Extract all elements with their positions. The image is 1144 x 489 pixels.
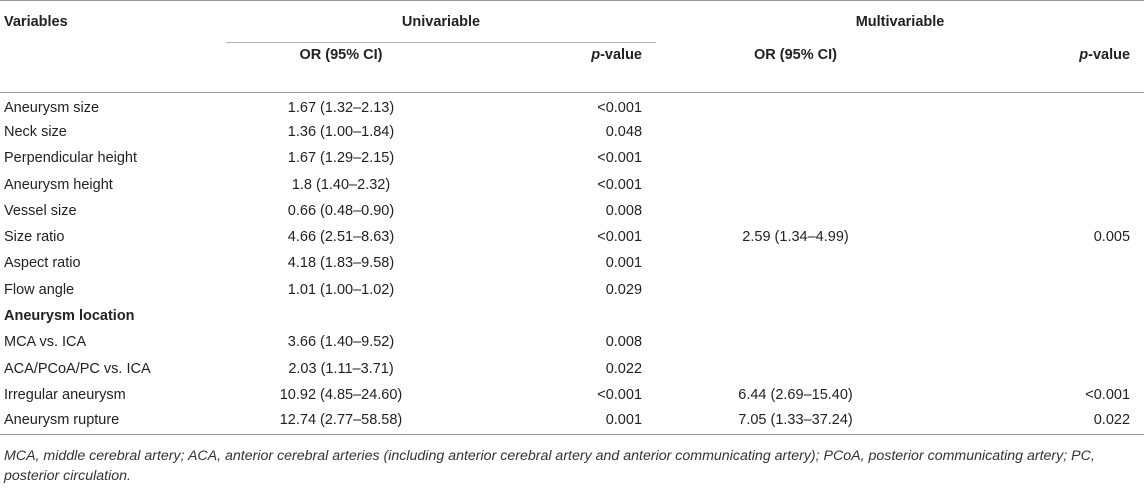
- table-footnote: MCA, middle cerebral artery; ACA, anteri…: [4, 448, 1095, 484]
- p-suffix: -value: [1088, 46, 1131, 63]
- cell-multi-p: 0.022: [935, 408, 1144, 435]
- cell-uni-p: <0.001: [597, 150, 643, 167]
- regression-table: Variables Univariable Multivariable OR (…: [0, 0, 1144, 435]
- cell-uni-or: 12.74 (2.77–58.58): [226, 408, 456, 435]
- cell-multi-or: [656, 145, 935, 171]
- table-row-group-heading: Aneurysm location: [0, 303, 1144, 329]
- table-row: Size ratio 4.66 (2.51–8.63) <0.001 2.59 …: [0, 224, 1144, 250]
- cell-uni-p: <0.001: [597, 229, 643, 246]
- cell-uni-p: <0.001: [597, 386, 643, 403]
- table-row: Flow angle 1.01 (1.00–1.02) 0.029: [0, 277, 1144, 303]
- cell-multi-p: [935, 250, 1144, 276]
- cell-uni-or: 4.66 (2.51–8.63): [287, 229, 395, 246]
- cell-variable: MCA vs. ICA: [4, 334, 87, 351]
- cell-uni-p: <0.001: [597, 176, 643, 193]
- cell-multi-or: 2.59 (1.34–4.99): [742, 229, 849, 246]
- cell-multi-or: [656, 277, 935, 303]
- header-multi-or: OR (95% CI): [656, 42, 936, 93]
- cell-multi-or: [656, 329, 935, 355]
- cell-multi-p: [935, 145, 1144, 171]
- cell-uni-p: 0.008: [605, 334, 643, 351]
- table-row: Aspect ratio 4.18 (1.83–9.58) 0.001: [0, 250, 1144, 276]
- cell-uni-p: 0.001: [605, 255, 643, 272]
- cell-uni-or: 1.01 (1.00–1.02): [287, 281, 395, 298]
- header-blank: [0, 42, 226, 93]
- header-univariable: Univariable: [226, 0, 657, 43]
- p-suffix: -value: [600, 47, 643, 63]
- cell-multi-p: [935, 198, 1144, 224]
- cell-multi-p: <0.001: [1085, 386, 1131, 403]
- table-row: Neck size 1.36 (1.00–1.84) 0.048: [0, 119, 1144, 145]
- cell-multi-or: [656, 119, 935, 145]
- cell-variable: ACA/PCoA/PC vs. ICA: [4, 360, 151, 377]
- cell-uni-or: 3.66 (1.40–9.52): [287, 334, 395, 351]
- cell-uni-or: [226, 303, 456, 329]
- cell-uni-or: 10.92 (4.85–24.60): [279, 386, 403, 403]
- cell-uni-p: 0.029: [605, 281, 643, 298]
- cell-uni-or: 2.03 (1.11–3.71): [288, 360, 394, 377]
- table-row: Irregular aneurysm 10.92 (4.85–24.60) <0…: [0, 382, 1144, 408]
- cell-variable: Vessel size: [4, 202, 77, 219]
- cell-uni-or: 1.8 (1.40–2.32): [291, 176, 391, 193]
- cell-uni-p: 0.048: [605, 123, 643, 140]
- table-row: ACA/PCoA/PC vs. ICA 2.03 (1.11–3.71) 0.0…: [0, 355, 1144, 381]
- cell-uni-or: 1.36 (1.00–1.84): [287, 123, 395, 140]
- cell-multi-or: 7.05 (1.33–37.24): [656, 408, 936, 435]
- cell-uni-p: 0.001: [456, 408, 657, 435]
- cell-uni-p: [456, 303, 656, 329]
- cell-variable: Perpendicular height: [4, 150, 138, 167]
- cell-multi-or: [656, 198, 935, 224]
- cell-variable: Size ratio: [4, 229, 65, 246]
- table-row: Vessel size 0.66 (0.48–0.90) 0.008: [0, 198, 1144, 224]
- cell-multi-p: [935, 329, 1144, 355]
- cell-multi-p: [935, 303, 1144, 329]
- cell-multi-p: [935, 171, 1144, 197]
- cell-variable: Irregular aneurysm: [4, 386, 126, 403]
- cell-uni-or: 1.67 (1.29–2.15): [287, 150, 395, 167]
- header-multivariable: Multivariable: [656, 0, 1144, 43]
- header-multi-p: p-value: [935, 42, 1144, 93]
- cell-uni-p: 0.008: [605, 202, 643, 219]
- cell-multi-p: [935, 277, 1144, 303]
- header-uni-p: p-value: [456, 42, 657, 93]
- p-italic: p: [591, 47, 601, 63]
- cell-uni-p: 0.022: [605, 360, 643, 377]
- cell-variable: Flow angle: [4, 281, 75, 298]
- table-row: MCA vs. ICA 3.66 (1.40–9.52) 0.008: [0, 329, 1144, 355]
- cell-uni-or: 1.67 (1.32–2.13): [287, 99, 395, 116]
- cell-multi-or: [656, 93, 935, 119]
- header-variables: Variables: [0, 0, 226, 43]
- header-row-columns: OR (95% CI) p-value OR (95% CI) p-value: [0, 42, 1144, 93]
- cell-multi-p: [935, 119, 1144, 145]
- cell-multi-or: [656, 250, 935, 276]
- cell-uni-or: 0.66 (0.48–0.90): [287, 202, 395, 219]
- cell-variable-group: Aneurysm location: [4, 308, 135, 325]
- table-row: Perpendicular height 1.67 (1.29–2.15) <0…: [0, 145, 1144, 171]
- cell-variable: Aneurysm rupture: [0, 408, 226, 435]
- cell-variable: Neck size: [4, 123, 67, 140]
- cell-multi-or: [656, 171, 935, 197]
- cell-variable: Aspect ratio: [4, 255, 81, 272]
- header-uni-or: OR (95% CI): [226, 42, 456, 93]
- cell-uni-or: 4.18 (1.83–9.58): [287, 255, 395, 272]
- header-row-groups: Variables Univariable Multivariable: [0, 0, 1144, 43]
- cell-uni-p: <0.001: [597, 99, 643, 116]
- table-row: Aneurysm size 1.67 (1.32–2.13) <0.001: [0, 93, 1144, 119]
- cell-variable: Aneurysm height: [4, 176, 113, 193]
- table-row: Aneurysm rupture 12.74 (2.77–58.58) 0.00…: [0, 408, 1144, 435]
- cell-multi-or: 6.44 (2.69–15.40): [738, 386, 853, 403]
- cell-variable: Aneurysm size: [4, 99, 100, 116]
- cell-multi-p: [935, 93, 1144, 119]
- table-row: Aneurysm height 1.8 (1.40–2.32) <0.001: [0, 171, 1144, 197]
- cell-multi-p: [935, 355, 1144, 381]
- cell-multi-or: [656, 355, 935, 381]
- p-italic: p: [1079, 46, 1089, 63]
- cell-multi-p: 0.005: [1093, 229, 1131, 246]
- cell-multi-or: [656, 303, 935, 329]
